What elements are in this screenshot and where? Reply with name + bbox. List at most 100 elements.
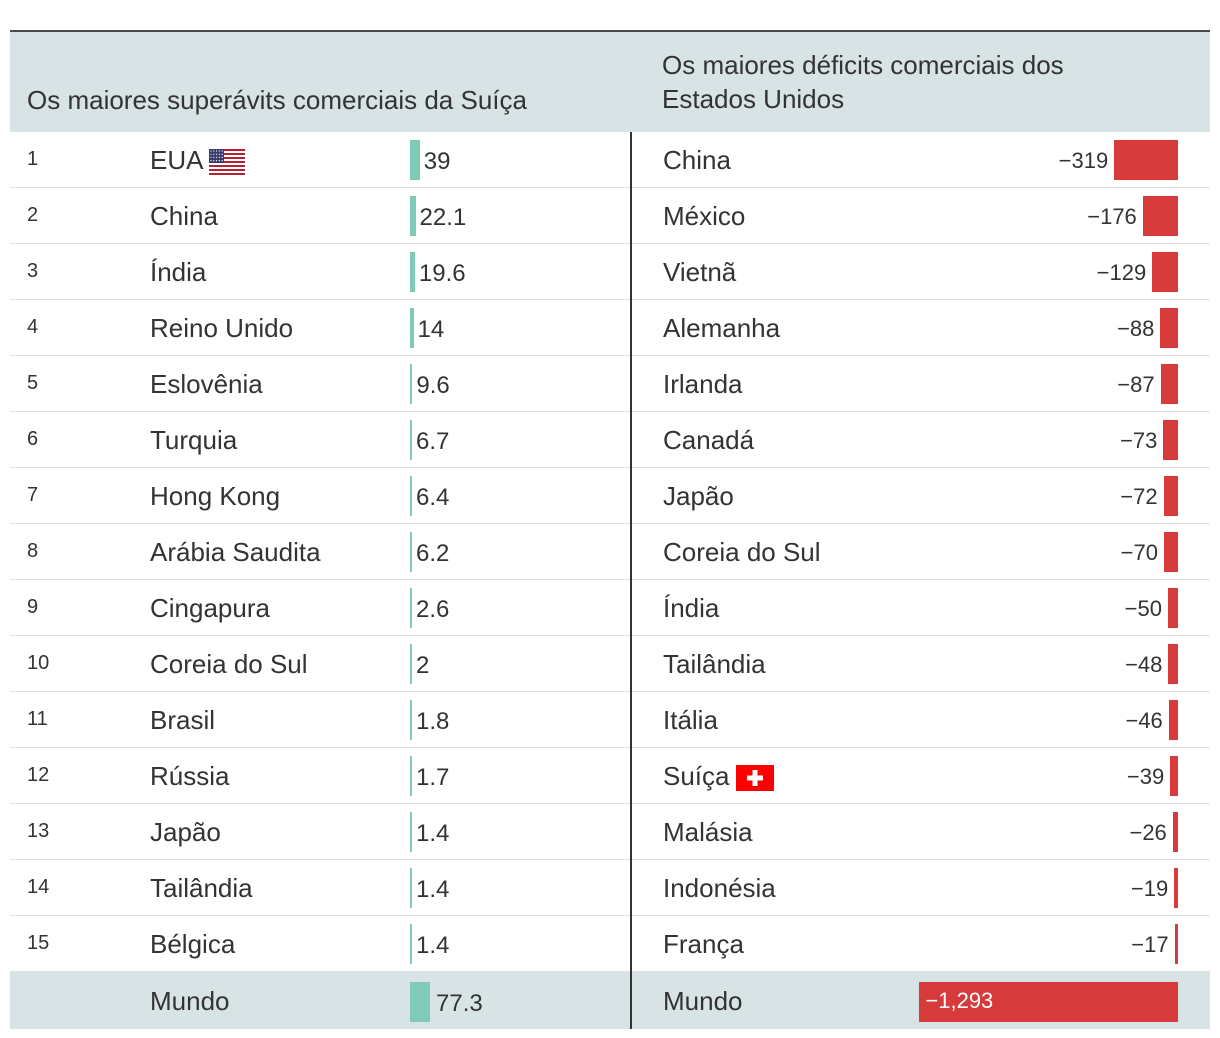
surplus-bar — [410, 252, 415, 292]
right-country-label: Alemanha — [663, 313, 781, 343]
surplus-value-label: 1.4 — [416, 820, 450, 847]
deficit-value-label: −26 — [1129, 820, 1167, 845]
left-country-label: Hong Kong — [150, 481, 281, 511]
surplus-value-label: 9.6 — [416, 372, 450, 399]
rank-label: 8 — [27, 540, 39, 562]
rank-label: 14 — [27, 876, 50, 898]
surplus-value-label: 39 — [423, 148, 451, 175]
surplus-value-label: 1.4 — [416, 876, 450, 903]
rank-label: 5 — [27, 372, 39, 394]
surplus-value-label: 2 — [416, 652, 430, 679]
rank-label: 6 — [27, 428, 39, 450]
surplus-bar — [410, 588, 412, 628]
left-country-label: Índia — [150, 257, 207, 287]
left-country-label: Cingapura — [150, 593, 270, 623]
us-flag-icon — [209, 149, 246, 176]
deficit-bar — [1142, 196, 1178, 236]
deficit-bar — [1164, 532, 1178, 572]
left-country-label: Coreia do Sul — [150, 649, 308, 679]
deficit-value-label: −39 — [1126, 764, 1165, 789]
swiss-flag-icon — [735, 765, 774, 792]
deficit-value-label: −48 — [1125, 652, 1163, 677]
right-country-label: Japão — [663, 481, 734, 511]
surplus-total-bar — [410, 982, 430, 1022]
surplus-bar — [410, 364, 413, 404]
table-row: 15 Bélgica 1.4 França −17 — [10, 916, 1210, 972]
left-country-label: Arábia Saudita — [150, 537, 321, 567]
right-country-label: Indonésia — [663, 873, 776, 903]
left-country-label: Eslovênia — [150, 369, 263, 399]
surplus-value-label: 1.4 — [416, 932, 450, 959]
left-country-label: Rússia — [150, 761, 230, 791]
surplus-bar — [410, 756, 412, 796]
deficit-value-label: −72 — [1120, 484, 1158, 509]
deficit-value-label: −19 — [1130, 876, 1169, 901]
deficit-bar — [1172, 812, 1178, 852]
surplus-bar — [410, 644, 412, 684]
deficit-bar — [1163, 476, 1178, 516]
deficit-bar — [1152, 252, 1178, 292]
right-country-label: Índia — [663, 593, 720, 623]
deficit-total-bar — [919, 982, 1178, 1022]
trade-balance-chart: Os maiores superávits comerciais da Suíç… — [10, 30, 1210, 1029]
rank-label: 12 — [27, 764, 50, 786]
total-row: Mundo Mundo 77.3 −1,293 — [10, 972, 1210, 1029]
table-row: 10 Coreia do Sul 2 Tailândia −48 — [10, 636, 1210, 692]
surplus-bar — [410, 140, 420, 180]
right-country-label: Tailândia — [663, 649, 766, 679]
deficit-value-label: −46 — [1125, 708, 1163, 733]
deficit-value-label: −88 — [1117, 316, 1155, 341]
surplus-value-label: 6.2 — [416, 540, 450, 567]
deficit-value-label: −70 — [1120, 540, 1158, 565]
deficit-value-label: −73 — [1120, 428, 1158, 453]
surplus-value-label: 6.4 — [416, 484, 450, 511]
rank-label: 2 — [27, 204, 39, 226]
deficit-value-label: −87 — [1117, 372, 1155, 397]
left-country-label: China — [150, 201, 218, 231]
deficit-bar — [1174, 924, 1178, 964]
left-country-label: Bélgica — [150, 929, 236, 959]
surplus-value-label: 14 — [417, 316, 445, 343]
table-row: 11 Brasil 1.8 Itália −46 — [10, 692, 1210, 748]
deficit-bar — [1160, 308, 1178, 348]
right-country-label: Coreia do Sul — [663, 537, 821, 567]
right-country-label: México — [663, 201, 746, 231]
right-country-label: China — [663, 145, 731, 175]
deficit-bar — [1174, 868, 1178, 908]
rank-label: 1 — [27, 148, 39, 170]
table-row: 4 Reino Unido 14 Alemanha −88 — [10, 300, 1210, 356]
deficit-value-label: −50 — [1124, 596, 1162, 621]
right-country-label: Canadá — [663, 425, 755, 455]
chart-header: Os maiores superávits comerciais da Suíç… — [10, 30, 1210, 132]
table-row: 8 Arábia Saudita 6.2 Coreia do Sul −70 — [10, 524, 1210, 580]
rank-label: 3 — [27, 260, 39, 282]
deficit-bar — [1168, 644, 1178, 684]
surplus-total-value-label: 77.3 — [436, 990, 483, 1017]
surplus-bar — [410, 476, 412, 516]
rank-label: 9 — [27, 596, 39, 618]
surplus-bar — [410, 532, 412, 572]
rank-label: 7 — [27, 484, 39, 506]
panel-divider — [630, 132, 632, 1029]
deficit-value-label: −129 — [1096, 260, 1147, 285]
surplus-value-label: 19.6 — [418, 260, 466, 287]
rank-label: 15 — [27, 932, 50, 954]
left-country-label: Japão — [150, 817, 221, 847]
surplus-bar — [410, 196, 416, 236]
table-row: 3 Índia 19.6 Vietnã −129 — [10, 244, 1210, 300]
table-row: 5 Eslovênia 9.6 Irlanda −87 — [10, 356, 1210, 412]
left-panel-title: Os maiores superávits comerciais da Suíç… — [27, 85, 527, 115]
deficit-total-value-label: −1,293 — [925, 988, 994, 1013]
surplus-value-label: 2.6 — [416, 596, 450, 623]
table-row: 7 Hong Kong 6.4 Japão −72 — [10, 468, 1210, 524]
deficit-value-label: −319 — [1058, 148, 1109, 173]
left-country-label: Turquia — [150, 425, 238, 455]
surplus-bar — [410, 812, 412, 852]
right-country-label: Irlanda — [663, 369, 743, 399]
surplus-value-label: 1.8 — [416, 708, 450, 735]
right-total-name: Mundo — [663, 986, 743, 1016]
right-country-label: Suíça — [663, 761, 774, 792]
right-country-label: Vietnã — [663, 257, 737, 287]
deficit-bar — [1114, 140, 1178, 180]
table-row: 12 Rússia 1.7 Suíça −39 — [10, 748, 1210, 804]
